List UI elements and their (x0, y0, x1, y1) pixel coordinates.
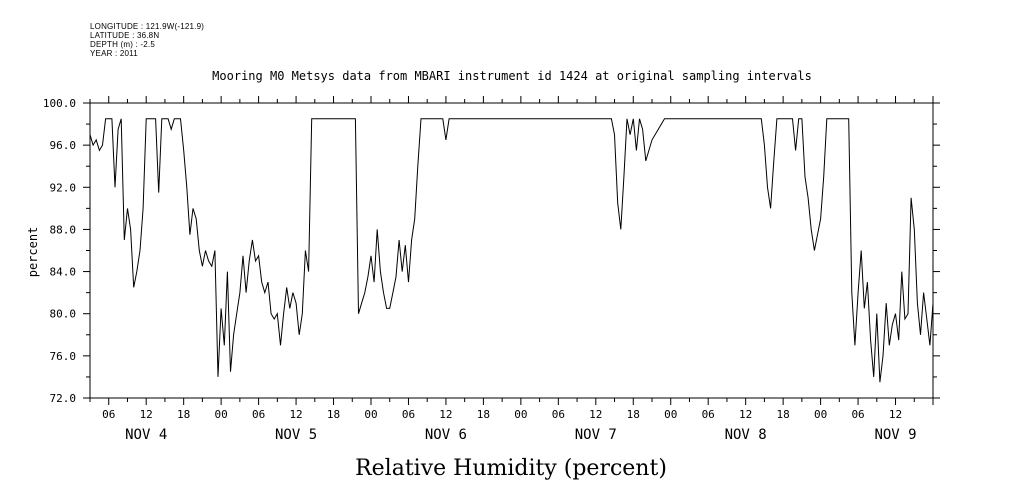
depth-text: DEPTH (m) : -2.5 (90, 40, 155, 49)
x-tick-label: 18 (327, 408, 340, 421)
x-tick-label: 06 (102, 408, 115, 421)
x-tick-label: 00 (514, 408, 527, 421)
y-tick-label: 88.0 (50, 223, 77, 236)
latitude-text: LATITUDE : 36.8N (90, 31, 160, 40)
axes-group: 72.0 76.0 80.0 84.0 88.0 92.0 96.0 100.0 06 12 18 0… (43, 96, 940, 443)
x-tick-label: 18 (627, 408, 640, 421)
x-tick-label: 00 (215, 408, 228, 421)
x-day-label: NOV 7 (575, 427, 617, 443)
x-tick-label: 06 (252, 408, 265, 421)
x-tick-label: 18 (177, 408, 190, 421)
x-tick-label: 00 (664, 408, 677, 421)
y-tick-label: 72.0 (50, 392, 77, 405)
x-tick-label: 12 (739, 408, 752, 421)
x-day-label: NOV 6 (425, 427, 467, 443)
y-tick-label: 92.0 (50, 181, 77, 194)
chart-title: Mooring M0 Metsys data from MBARI instru… (212, 69, 812, 83)
x-tick-label: 18 (777, 408, 790, 421)
x-tick-label: 12 (439, 408, 452, 421)
plot-frame (89, 102, 934, 399)
x-tick-label: 12 (140, 408, 153, 421)
y-axis-label: percent (26, 227, 40, 278)
y-tick-label: 84.0 (50, 266, 77, 279)
year-text: YEAR : 2011 (90, 49, 138, 58)
y-tick-label: 100.0 (43, 97, 76, 110)
x-tick-label: 06 (552, 408, 565, 421)
x-day-label: NOV 9 (874, 427, 916, 443)
y-tick-label: 80.0 (50, 308, 77, 321)
x-day-label: NOV 8 (725, 427, 767, 443)
x-tick-label: 06 (702, 408, 715, 421)
x-tick-label: 06 (402, 408, 415, 421)
x-axis-label: Relative Humidity (percent) (355, 456, 667, 481)
x-tick-label: 12 (889, 408, 902, 421)
x-tick-label: 00 (814, 408, 827, 421)
x-tick-label: 00 (364, 408, 377, 421)
x-tick-label: 06 (851, 408, 864, 421)
x-day-label: NOV 5 (275, 427, 317, 443)
x-tick-label: 12 (589, 408, 602, 421)
humidity-series-line (89, 118, 934, 383)
x-tick-label: 18 (477, 408, 490, 421)
y-tick-label: 76.0 (50, 350, 77, 363)
x-tick-label: 12 (289, 408, 302, 421)
series-group (89, 118, 934, 383)
longitude-text: LONGITUDE : 121.9W(-121.9) (90, 22, 205, 31)
x-day-label: NOV 4 (125, 427, 167, 443)
metadata-block: LONGITUDE : 121.9W(-121.9) LATITUDE : 36… (90, 22, 204, 58)
y-tick-label: 96.0 (50, 139, 77, 152)
